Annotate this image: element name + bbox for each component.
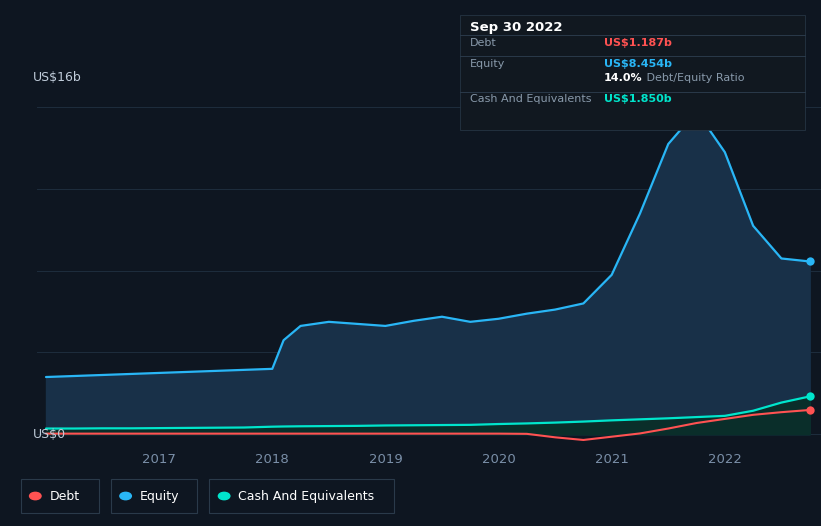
Text: Cash And Equivalents: Cash And Equivalents bbox=[238, 490, 374, 502]
Text: Cash And Equivalents: Cash And Equivalents bbox=[470, 95, 591, 105]
Text: US$16b: US$16b bbox=[33, 71, 81, 84]
Text: US$8.454b: US$8.454b bbox=[603, 59, 672, 69]
Text: Debt/Equity Ratio: Debt/Equity Ratio bbox=[643, 74, 745, 84]
Text: Sep 30 2022: Sep 30 2022 bbox=[470, 22, 562, 34]
Text: US$1.850b: US$1.850b bbox=[603, 95, 672, 105]
Text: US$0: US$0 bbox=[33, 428, 66, 441]
Text: Equity: Equity bbox=[470, 59, 505, 69]
Text: Debt: Debt bbox=[470, 38, 497, 48]
Text: Equity: Equity bbox=[140, 490, 179, 502]
Text: Debt: Debt bbox=[49, 490, 80, 502]
Text: 14.0%: 14.0% bbox=[603, 74, 642, 84]
Text: US$1.187b: US$1.187b bbox=[603, 38, 672, 48]
